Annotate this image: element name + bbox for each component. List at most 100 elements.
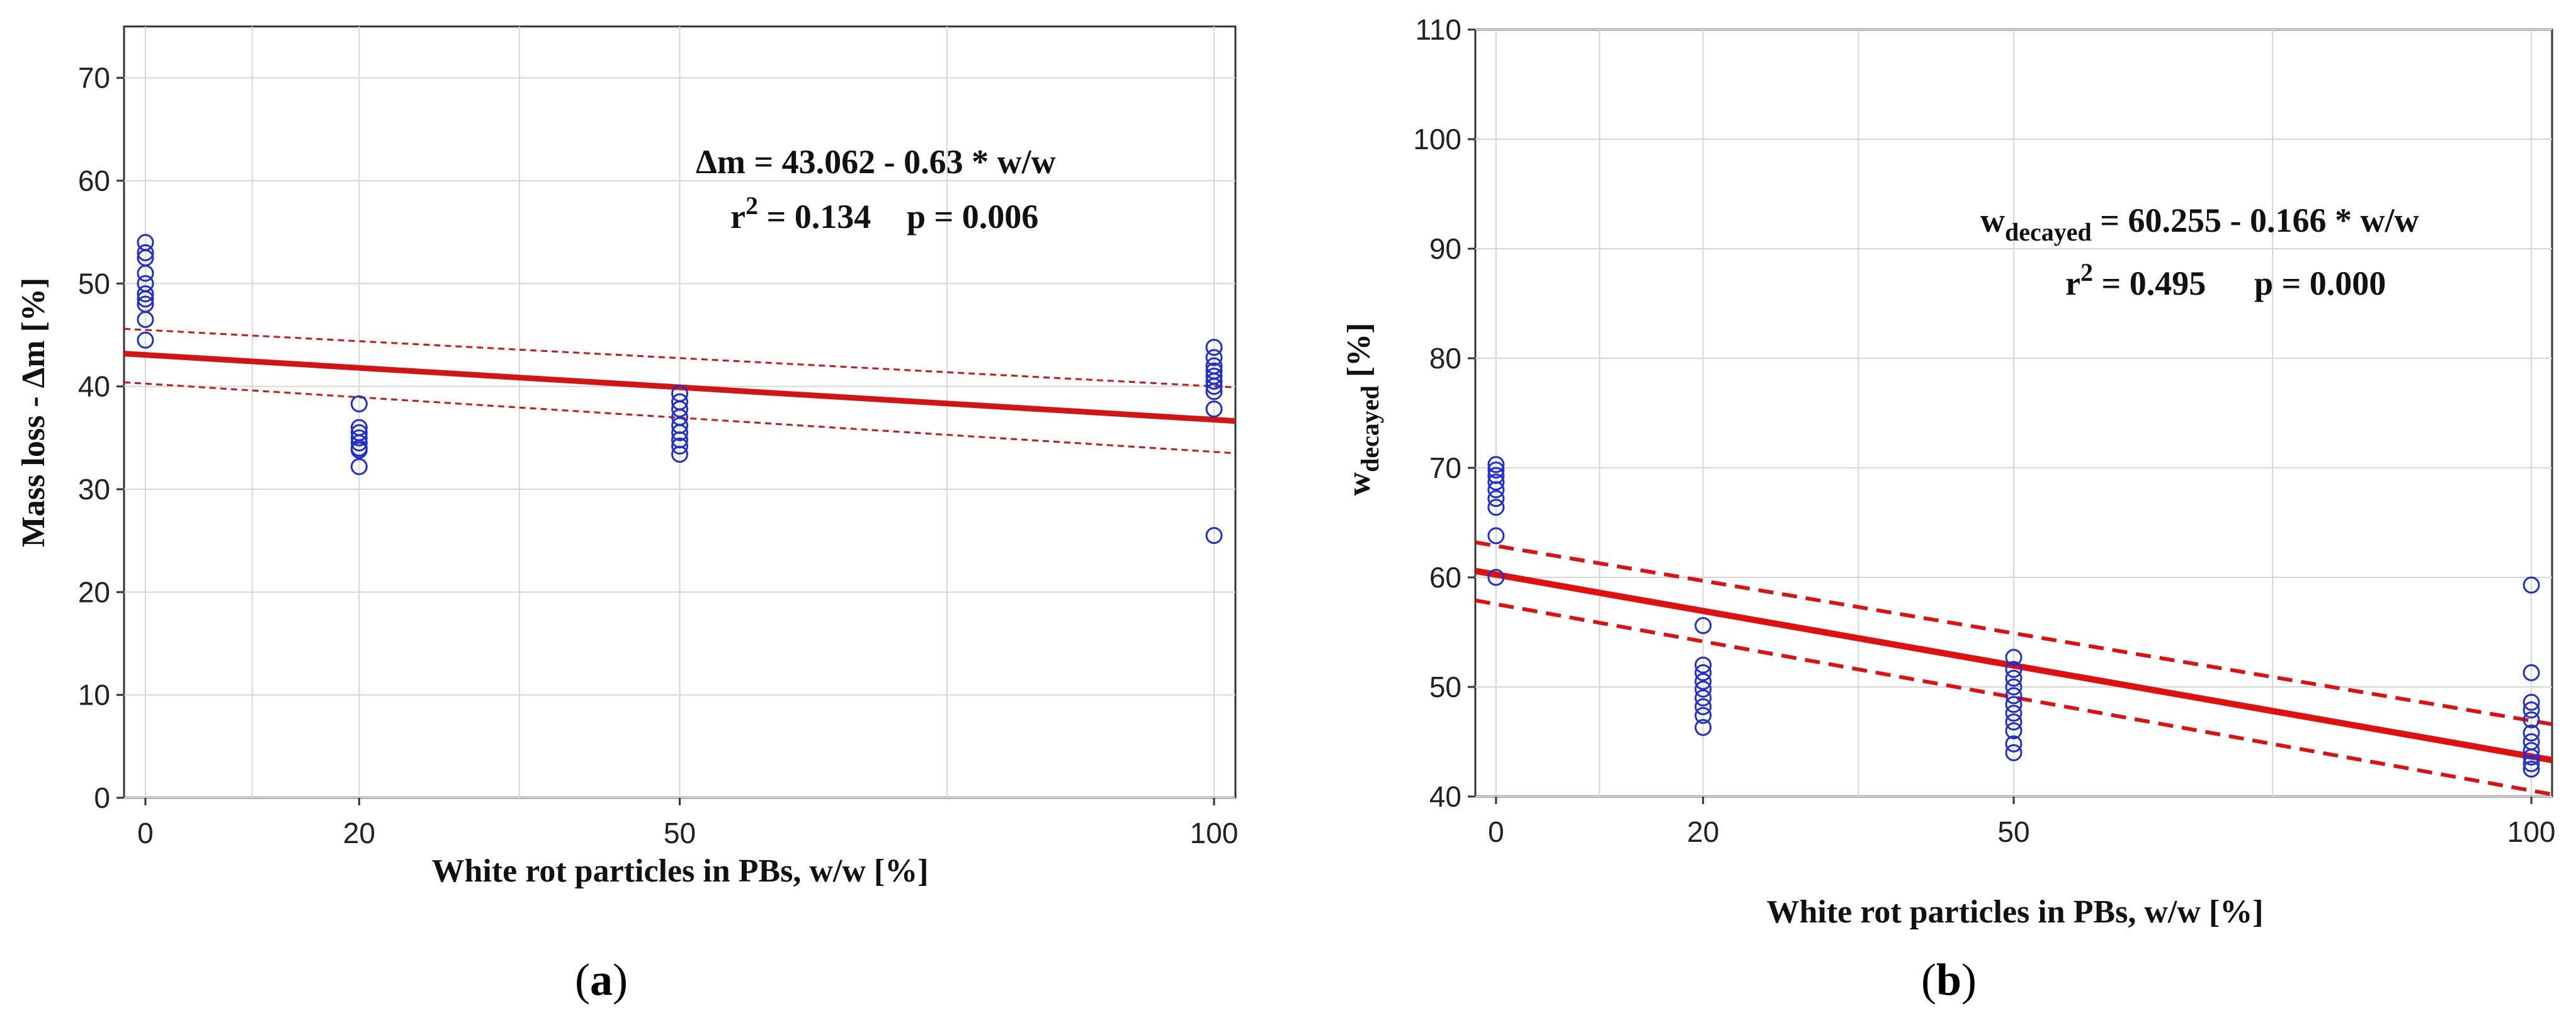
data-point (2522, 761, 2540, 778)
data-point (350, 395, 368, 412)
data-point (2005, 722, 2023, 740)
data-point (671, 424, 688, 441)
data-point (2005, 705, 2023, 722)
data-point (2005, 744, 2023, 761)
data-point (350, 434, 368, 451)
data-point (137, 244, 154, 261)
data-point (2522, 693, 2540, 711)
chart-b-eq-sub: decayed (2005, 218, 2092, 246)
data-point (1487, 456, 1505, 473)
chart-b-p-value: p = 0.000 (2254, 264, 2386, 302)
data-point (137, 290, 154, 308)
data-point (350, 441, 368, 459)
chart-a-panel-label: (a) (575, 955, 628, 1005)
data-point (2005, 649, 2023, 666)
chart-b-y-label-main: w (1341, 472, 1377, 496)
data-point (1694, 718, 1712, 736)
chart-b-y-label-tail: [%] (1341, 323, 1377, 386)
x-tick-label: 20 (1687, 815, 1719, 848)
chart-b-r2: r2 = 0.495 (2065, 258, 2206, 302)
data-point (2005, 735, 2023, 752)
x-tick-label: 50 (664, 817, 696, 849)
chart-a-r2: r2 = 0.134 (730, 191, 871, 235)
data-point (1694, 617, 1712, 635)
x-tick-label: 0 (137, 817, 154, 849)
y-tick-label: 60 (1429, 561, 1461, 594)
data-point (1694, 664, 1712, 681)
chart-a: 0 10 20 30 40 50 60 70 0 20 50 100 Δm = 43.062 - 0… (16, 25, 1238, 1005)
data-point (671, 400, 688, 418)
chart-a-r2-prefix: r (730, 198, 746, 235)
data-point (1694, 680, 1712, 698)
data-point (137, 331, 154, 349)
y-tick-label: 60 (78, 164, 110, 197)
data-point (137, 285, 154, 303)
data-point (137, 311, 154, 328)
data-point (2005, 696, 2023, 713)
data-point (2005, 678, 2023, 696)
y-tick-label: 40 (78, 370, 110, 403)
data-point (2522, 701, 2540, 719)
chart-b-points (1487, 456, 2540, 778)
data-point (2522, 742, 2540, 759)
data-point (1694, 698, 1712, 715)
data-point (1487, 473, 1505, 491)
chart-b-panel-label: (b) (1921, 955, 1977, 1005)
y-tick-label: 50 (78, 267, 110, 300)
data-point (1205, 349, 1223, 366)
chart-a-y-ticks: 0 10 20 30 40 50 60 70 (78, 62, 124, 814)
data-point (1205, 339, 1223, 356)
x-tick-label: 20 (343, 817, 375, 849)
chart-b-y-axis-label: wdecayed [%] (1341, 323, 1384, 496)
chart-a-p-value: p = 0.006 (907, 198, 1038, 235)
data-point (1205, 400, 1223, 418)
chart-a-x-axis-label: White rot particles in PBs, w/w [%] (431, 853, 928, 889)
chart-b-eq-main: w (1980, 201, 2005, 239)
chart-a-equation: Δm = 43.062 - 0.63 * w/w (696, 143, 1056, 181)
chart-a-points (137, 234, 1223, 544)
data-point (1205, 383, 1223, 400)
data-point (2522, 711, 2540, 729)
y-tick-label: 10 (78, 679, 110, 712)
confidence-upper-line (124, 327, 1235, 388)
confidence-upper-line (1475, 540, 2552, 727)
y-tick-label: 20 (78, 576, 110, 608)
data-point (2005, 713, 2023, 731)
data-point (137, 264, 154, 282)
data-point (2005, 669, 2023, 687)
y-tick-label: 40 (1429, 780, 1461, 813)
data-point (1487, 461, 1505, 479)
y-tick-label: 100 (1413, 123, 1461, 156)
data-point (1487, 527, 1505, 545)
chart-b-grid (1475, 29, 2552, 797)
data-point (1487, 490, 1505, 508)
data-point (2522, 664, 2540, 681)
x-tick-label: 100 (2507, 815, 2556, 848)
chart-b-r2-value: = 0.495 (2093, 264, 2206, 302)
data-point (2005, 687, 2023, 705)
chart-b-x-ticks: 0 20 50 100 (1488, 797, 2555, 848)
chart-b-eq-tail: = 60.255 - 0.166 * w/w (2092, 201, 2419, 239)
x-tick-label: 0 (1488, 815, 1504, 848)
y-tick-label: 110 (1416, 13, 1461, 46)
chart-a-x-ticks: 0 20 50 100 (137, 798, 1238, 849)
confidence-lower-line (1475, 598, 2552, 797)
data-point (1694, 689, 1712, 706)
data-point (1487, 481, 1505, 499)
data-point (1694, 656, 1712, 674)
data-point (1205, 373, 1223, 390)
data-point (2005, 661, 2023, 678)
chart-a-y-axis-label: Mass loss - Δm [%] (16, 278, 52, 547)
chart-a-r2-sup: 2 (746, 191, 758, 220)
chart-b-y-ticks: 40 50 60 70 80 90 100 110 (1413, 13, 1475, 813)
data-point (1205, 378, 1223, 395)
data-point (2522, 748, 2540, 766)
chart-b-x-axis-label: White rot particles in PBs, w/w [%] (1766, 894, 2263, 930)
x-tick-label: 100 (1190, 817, 1239, 849)
data-point (1487, 569, 1505, 586)
data-point (2522, 576, 2540, 594)
regression-line (124, 351, 1235, 424)
y-tick-label: 70 (78, 62, 110, 94)
